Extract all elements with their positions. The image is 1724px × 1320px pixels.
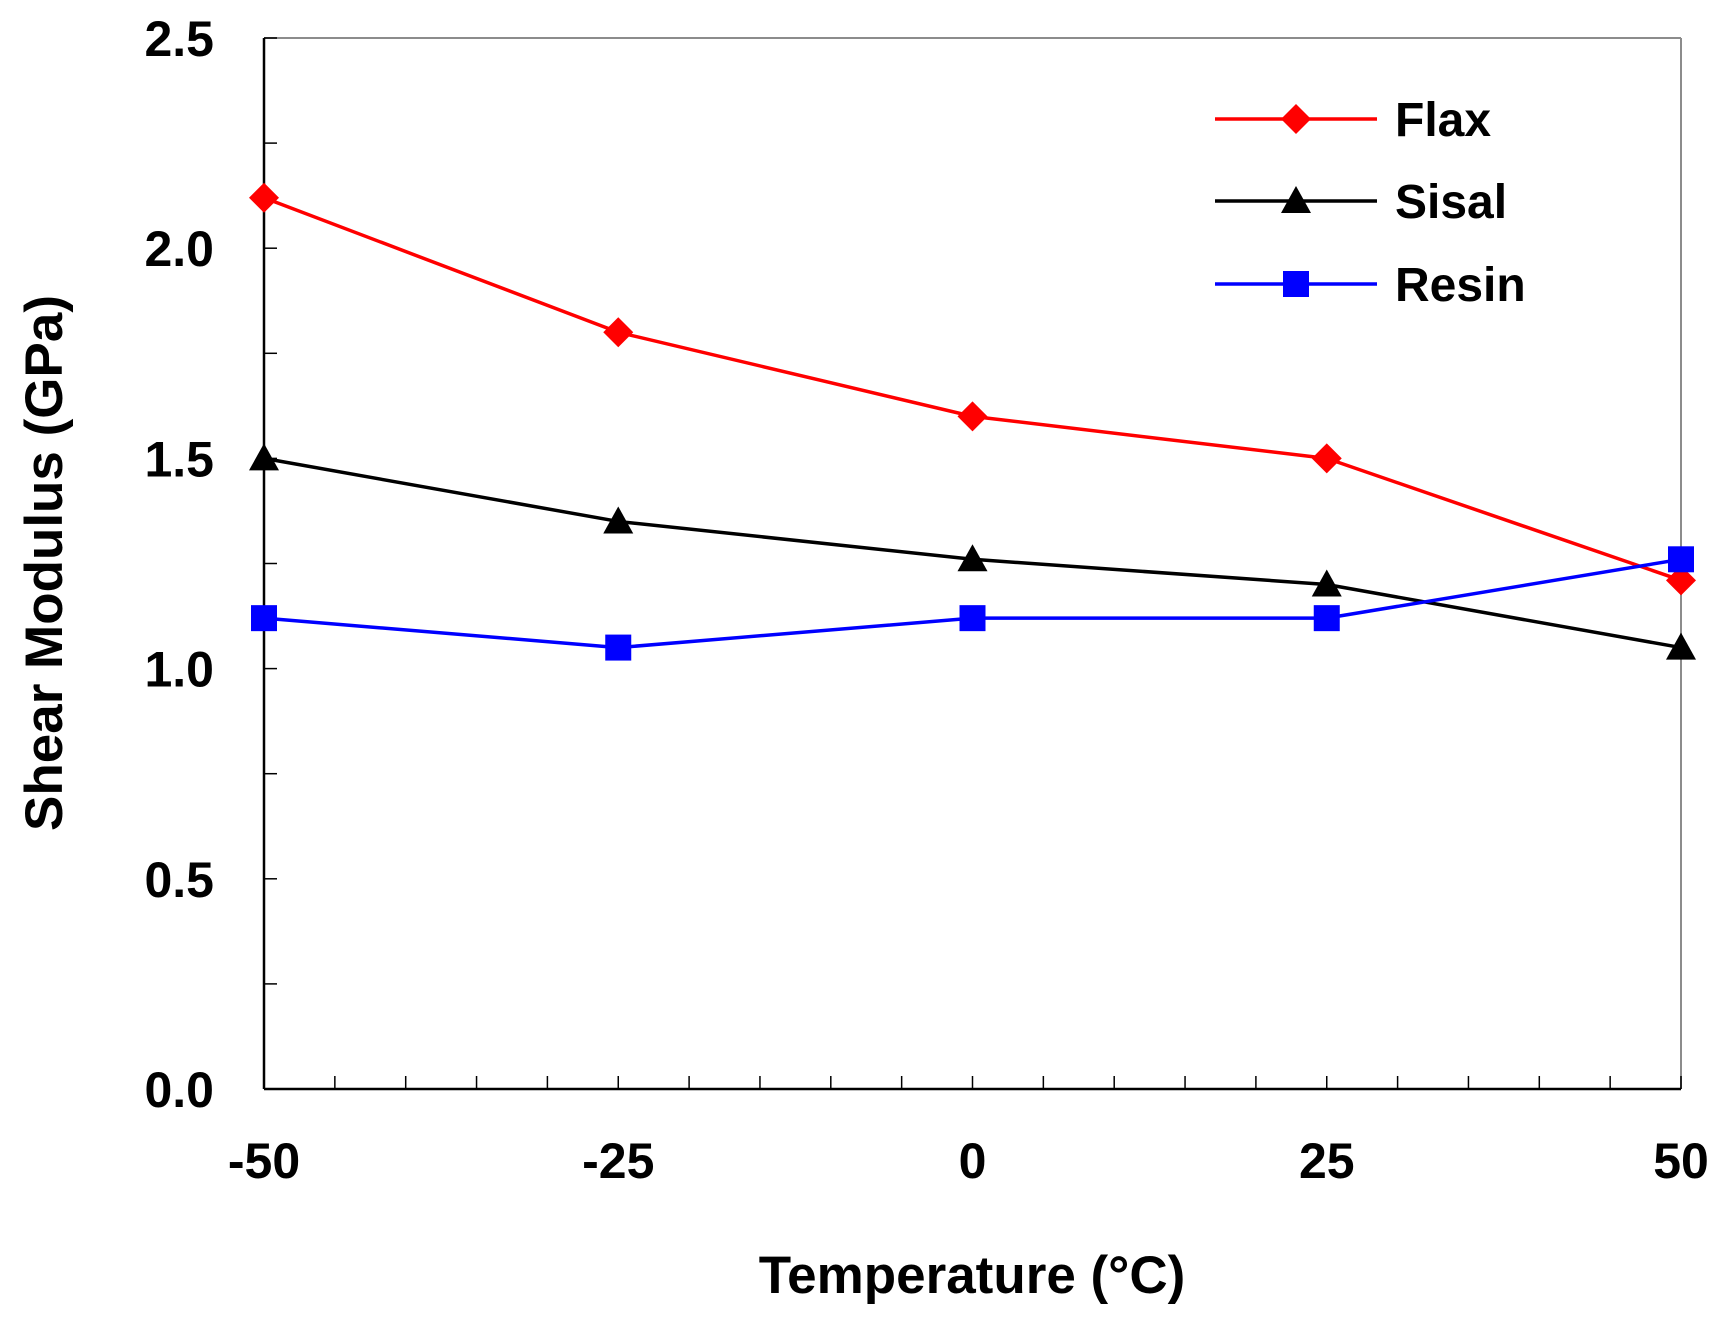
resin-point: [1668, 546, 1694, 573]
sisal-point: [1666, 632, 1696, 660]
flax-point: [603, 317, 634, 348]
x-tick-label: -50: [228, 1133, 300, 1189]
legend-sisal-label: Sisal: [1395, 176, 1507, 229]
y-axis-title: Shear Modulus (GPa): [15, 295, 74, 831]
y-tick-label: 1.0: [144, 642, 214, 698]
y-tick-label: 1.5: [144, 431, 214, 487]
flax-point: [957, 401, 988, 432]
sisal-point: [603, 506, 634, 534]
x-axis-title: Temperature (°C): [759, 1246, 1186, 1305]
y-tick-label: 0.0: [144, 1062, 214, 1118]
y-tick-label: 2.5: [144, 11, 214, 67]
x-tick-label: 0: [959, 1133, 987, 1189]
resin-point: [605, 634, 632, 661]
flax-point: [1311, 443, 1342, 474]
legend-flax-marker: [1281, 104, 1311, 134]
legend-resin-marker: [1283, 271, 1309, 297]
y-tick-label: 2.0: [144, 221, 214, 277]
legend: Flax Sisal Resin: [1215, 94, 1526, 312]
series-group: [249, 182, 1696, 661]
flax-point: [249, 182, 279, 213]
flax-point: [1666, 565, 1696, 596]
x-tick-label: 25: [1299, 1133, 1355, 1189]
sisal-point: [1311, 569, 1342, 597]
legend-resin-label: Resin: [1395, 259, 1526, 312]
x-tick-label: 50: [1653, 1133, 1709, 1189]
sisal-point: [249, 443, 279, 471]
x-tick-label: -25: [582, 1133, 654, 1189]
resin-point: [1313, 605, 1340, 632]
resin-point: [959, 605, 986, 632]
resin-point: [251, 605, 277, 632]
y-tick-label: 0.5: [144, 852, 214, 908]
sisal-point: [957, 544, 988, 572]
legend-flax-label: Flax: [1395, 94, 1491, 147]
legend-sisal-marker: [1281, 186, 1311, 213]
axis-ticks: 0.0 0.5 1.0 1.5 2.0 2.5 -50 -25 0 25 50: [144, 11, 1708, 1189]
